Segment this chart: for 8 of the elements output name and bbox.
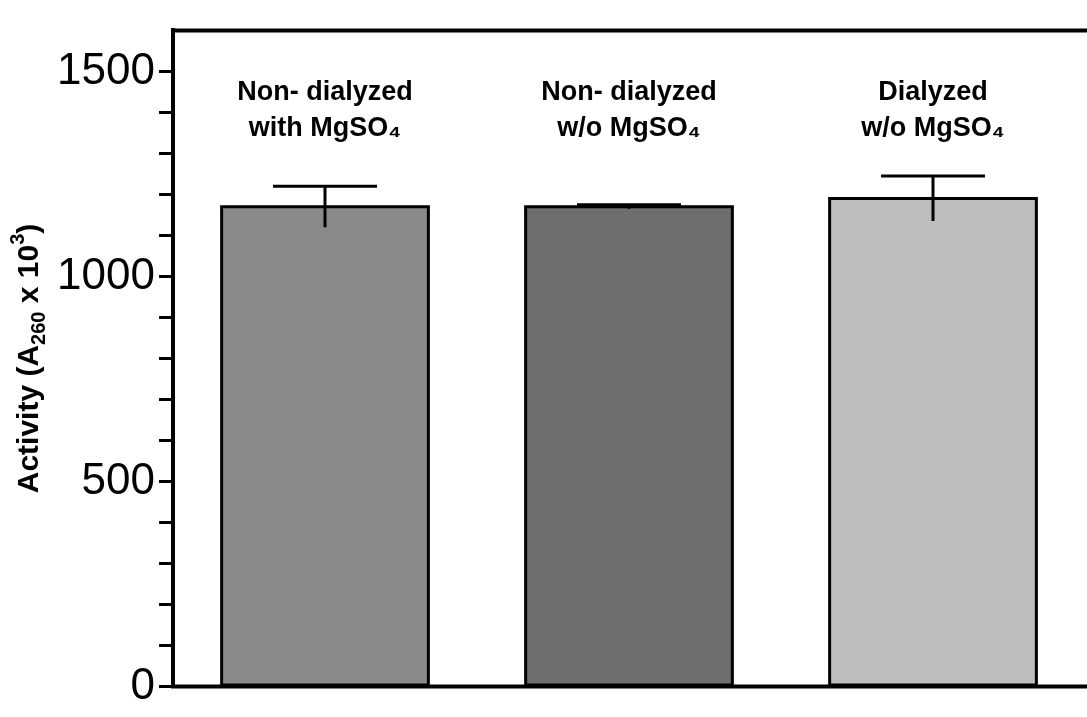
x-tick-label: Dialyzed w/o MgSO₄ xyxy=(860,76,1005,142)
x-tick-label: Non- dialyzed w/o MgSO₄ xyxy=(541,76,717,142)
y-tick-label: 500 xyxy=(81,453,155,503)
x-tick-label: Non- dialyzed with MgSO₄ xyxy=(237,76,413,142)
y-tick-label: 1000 xyxy=(57,248,155,298)
y-tick-label: 0 xyxy=(130,658,155,708)
y-axis-title: Activity (A260 x 103) xyxy=(5,223,49,494)
y-tick-label: 1500 xyxy=(57,43,155,93)
